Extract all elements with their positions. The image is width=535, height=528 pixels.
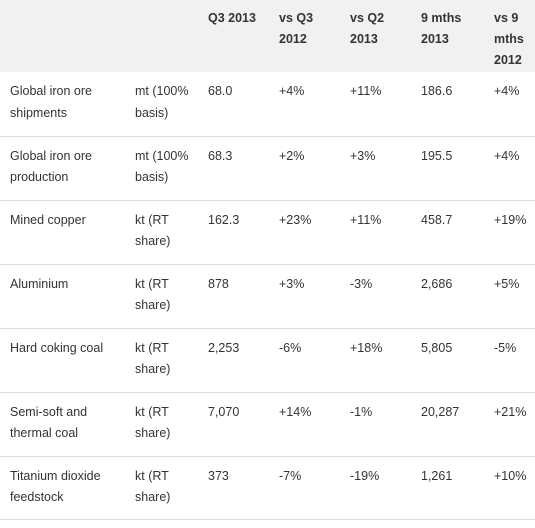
q3-2013-cell: 373	[208, 468, 229, 483]
unit-cell: kt (RT share)	[135, 212, 171, 249]
unit-cell: kt (RT share)	[135, 404, 171, 441]
vs-q2-2013-cell: +11%	[350, 84, 382, 98]
9-mths-2013-cell: 1,261	[421, 468, 453, 483]
9-mths-2013-cell: 195.5	[421, 148, 453, 163]
table-body: Global iron ore shipments mt (100% basis…	[0, 72, 535, 519]
table-row: Hard coking coal kt (RT share) 2,253 -6%…	[0, 328, 535, 392]
vs-q3-2012-cell: +3%	[279, 276, 305, 291]
commodity-cell: Mined copper	[10, 212, 86, 227]
header-cell-vs-q3-2012: vs Q3 2012	[279, 11, 314, 46]
unit-cell: kt (RT share)	[135, 468, 171, 505]
header-row: Q3 2013 vs Q3 2012 vs Q2 2013 9 mths 201…	[0, 0, 535, 72]
commodity-cell: Global iron ore shipments	[10, 84, 92, 120]
header-cell-vs-q2-2013: vs Q2 2013	[350, 11, 385, 46]
vs-q2-2013-cell: -19%	[350, 468, 380, 483]
q3-2013-cell: 7,070	[208, 404, 240, 419]
9-mths-2013-cell: 2,686	[421, 276, 453, 291]
commodity-cell: Titanium dioxide feedstock	[10, 468, 101, 505]
unit-cell: mt (100% basis)	[135, 84, 189, 120]
header-cell-commodity	[0, 0, 125, 72]
vs-9-mths-2012-cell: +4%	[494, 148, 520, 163]
q3-2013-cell: 878	[208, 276, 229, 291]
vs-q3-2012-cell: +4%	[279, 84, 305, 98]
q3-2013-cell: 68.3	[208, 148, 233, 163]
vs-q2-2013-cell: +11%	[350, 212, 382, 227]
commodity-cell: Aluminium	[10, 276, 69, 291]
table-row: Aluminium kt (RT share) 878 +3% -3% 2,68…	[0, 264, 535, 328]
header-cell-q3-2013: Q3 2013	[208, 11, 256, 25]
vs-q2-2013-cell: -1%	[350, 404, 373, 419]
q3-2013-cell: 68.0	[208, 84, 233, 98]
vs-q2-2013-cell: +18%	[350, 340, 383, 355]
vs-9-mths-2012-cell: +10%	[494, 468, 527, 483]
9-mths-2013-cell: 5,805	[421, 340, 453, 355]
vs-q3-2012-cell: +2%	[279, 148, 305, 163]
commodity-cell: Global iron ore production	[10, 148, 92, 185]
vs-9-mths-2012-cell: +19%	[494, 212, 527, 227]
q3-2013-cell: 2,253	[208, 340, 240, 355]
vs-q3-2012-cell: -7%	[279, 468, 302, 483]
unit-cell: kt (RT share)	[135, 276, 171, 313]
table-row: Mined copper kt (RT share) 162.3 +23% +1…	[0, 200, 535, 264]
unit-cell: kt (RT share)	[135, 340, 171, 377]
vs-q3-2012-cell: +23%	[279, 212, 312, 227]
table-header: Q3 2013 vs Q3 2012 vs Q2 2013 9 mths 201…	[0, 0, 535, 72]
header-cell-vs-9-mths-2012: vs 9 mths 2012	[494, 11, 524, 67]
commodity-cell: Semi-soft and thermal coal	[10, 404, 88, 441]
vs-q2-2013-cell: -3%	[350, 276, 373, 291]
vs-q3-2012-cell: -6%	[279, 340, 302, 355]
9-mths-2013-cell: 458.7	[421, 212, 453, 227]
table-row: Global iron ore shipments mt (100% basis…	[0, 72, 535, 136]
vs-9-mths-2012-cell: -5%	[494, 340, 517, 355]
vs-q2-2013-cell: +3%	[350, 148, 376, 163]
vs-9-mths-2012-cell: +4%	[494, 84, 520, 98]
9-mths-2013-cell: 20,287	[421, 404, 460, 419]
header-cell-unit	[125, 0, 198, 72]
q3-2013-cell: 162.3	[208, 212, 240, 227]
table-row: Titanium dioxide feedstock kt (RT share)…	[0, 456, 535, 519]
vs-9-mths-2012-cell: +5%	[494, 276, 520, 291]
table-row: Semi-soft and thermal coal kt (RT share)…	[0, 392, 535, 456]
header-cell-9-mths-2013: 9 mths 2013	[421, 11, 462, 46]
unit-cell: mt (100% basis)	[135, 148, 189, 185]
vs-9-mths-2012-cell: +21%	[494, 404, 527, 419]
commodity-cell: Hard coking coal	[10, 340, 104, 355]
table-row: Global iron ore production mt (100% basi…	[0, 136, 535, 200]
9-mths-2013-cell: 186.6	[421, 84, 453, 98]
vs-q3-2012-cell: +14%	[279, 404, 312, 419]
